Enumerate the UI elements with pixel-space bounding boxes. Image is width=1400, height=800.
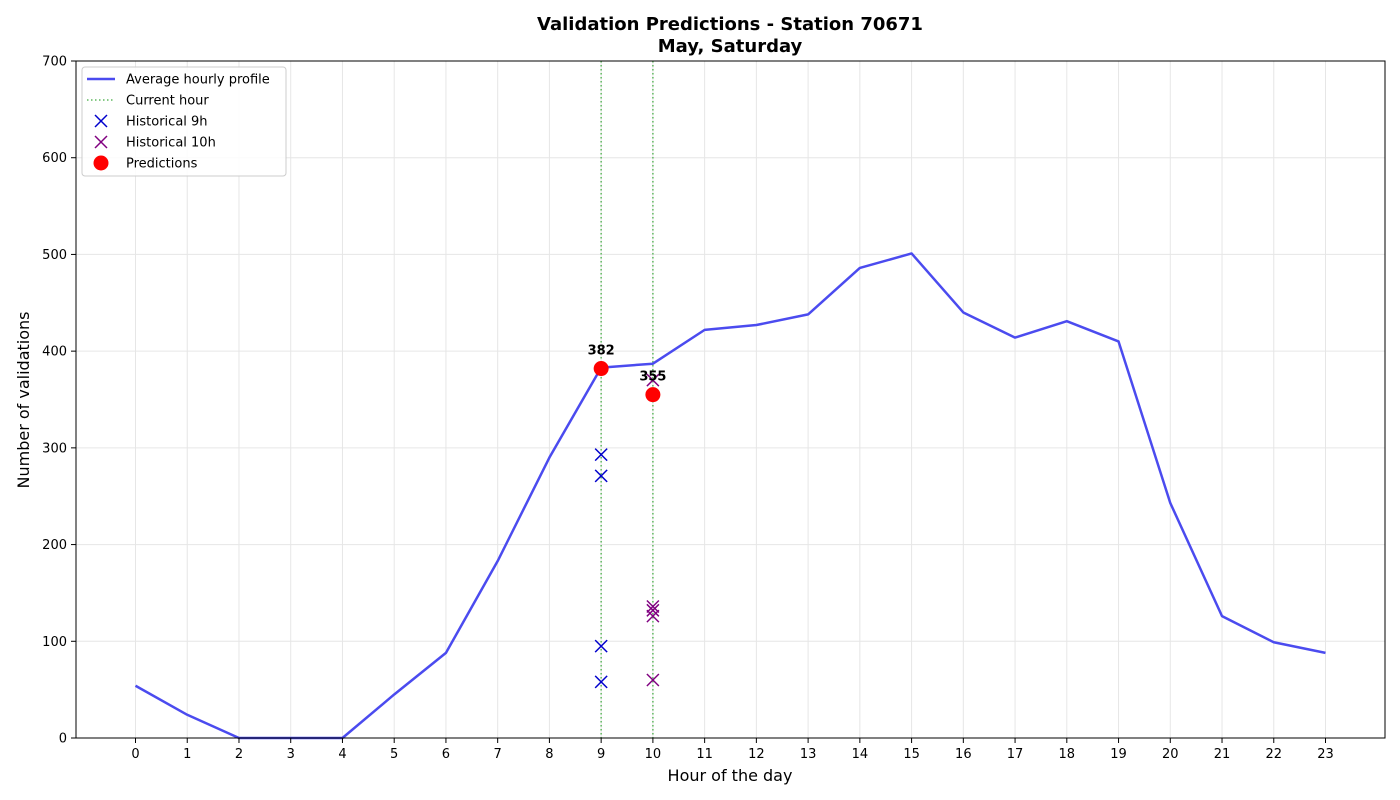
y-axis-label: Number of validations [14,312,33,489]
average-profile-line [134,252,1326,740]
y-tick-label: 500 [42,248,67,263]
x-tick-label: 11 [696,747,713,762]
chart-title: Validation Predictions - Station 70671 [537,14,923,35]
historical-10h-marker [646,603,660,617]
y-tick-label: 600 [42,151,67,166]
historical-9h-marker [594,469,608,483]
legend-box [81,66,287,177]
legend-dot-swatch [93,155,109,171]
legend-label: Predictions [126,157,198,172]
x-tick-label: 3 [287,747,295,762]
x-tick-label: 5 [390,747,398,762]
legend-x-swatch [94,114,108,128]
x-tick-label: 15 [903,747,920,762]
legend: Average hourly profile Current hour Histor… [81,66,287,177]
historical-9h-marker [594,675,608,689]
x-tick-label: 22 [1265,747,1282,762]
legend-label: Historical 10h [126,136,216,151]
x-axis-ticks: 0 1 2 3 4 5 6 7 8 9 10 11 12 13 14 15 16 17 18 19 20 21 22 23 [131,738,1334,762]
x-tick-label: 13 [800,747,817,762]
historical-9h-marker [594,639,608,653]
x-tick-label: 10 [645,747,662,762]
x-tick-label: 18 [1059,747,1076,762]
prediction-point [593,361,609,377]
x-tick-label: 9 [597,747,605,762]
prediction-label: 382 [588,344,615,359]
series-layer: 382 355 [134,252,1326,740]
x-tick-label: 21 [1214,747,1231,762]
x-tick-label: 17 [1007,747,1024,762]
x-tick-label: 6 [442,747,450,762]
legend-item: Average hourly profile [87,73,270,88]
current-hour-lines [600,61,654,738]
x-axis-label: Hour of the day [668,766,793,785]
x-tick-label: 0 [131,747,139,762]
x-tick-label: 8 [545,747,553,762]
y-tick-label: 400 [42,345,67,360]
historical-10h-marker [646,599,660,613]
legend-item: Historical 10h [94,135,216,151]
x-tick-label: 16 [955,747,972,762]
y-tick-label: 0 [59,732,67,747]
historical-9h-marker [594,448,608,462]
x-tick-label: 20 [1162,747,1179,762]
x-tick-label: 2 [235,747,243,762]
legend-item: Current hour [87,94,209,109]
prediction-label: 355 [639,370,666,385]
historical-10h-marker [646,373,660,387]
legend-item: Predictions [93,155,198,172]
x-tick-label: 19 [1110,747,1127,762]
legend-label: Historical 9h [126,115,208,130]
legend-x-swatch [94,135,108,149]
historical-10h-marker [646,673,660,687]
x-tick-label: 23 [1317,747,1334,762]
x-tick-label: 4 [338,747,346,762]
historical-10h-marker [646,609,660,623]
plot-frame [75,60,1386,739]
prediction-point [645,387,661,403]
x-tick-label: 12 [748,747,765,762]
x-tick-label: 1 [183,747,191,762]
legend-label: Average hourly profile [126,73,270,88]
y-tick-label: 200 [42,538,67,553]
x-tick-label: 14 [852,747,869,762]
legend-label: Current hour [126,94,209,109]
legend-item: Historical 9h [94,114,208,130]
y-axis-ticks: 0 100 200 300 400 500 600 700 [42,55,76,747]
x-tick-label: 7 [494,747,502,762]
chart-subtitle: May, Saturday [658,36,803,57]
y-tick-label: 300 [42,441,67,456]
y-tick-label: 700 [42,55,67,70]
y-tick-label: 100 [42,635,67,650]
